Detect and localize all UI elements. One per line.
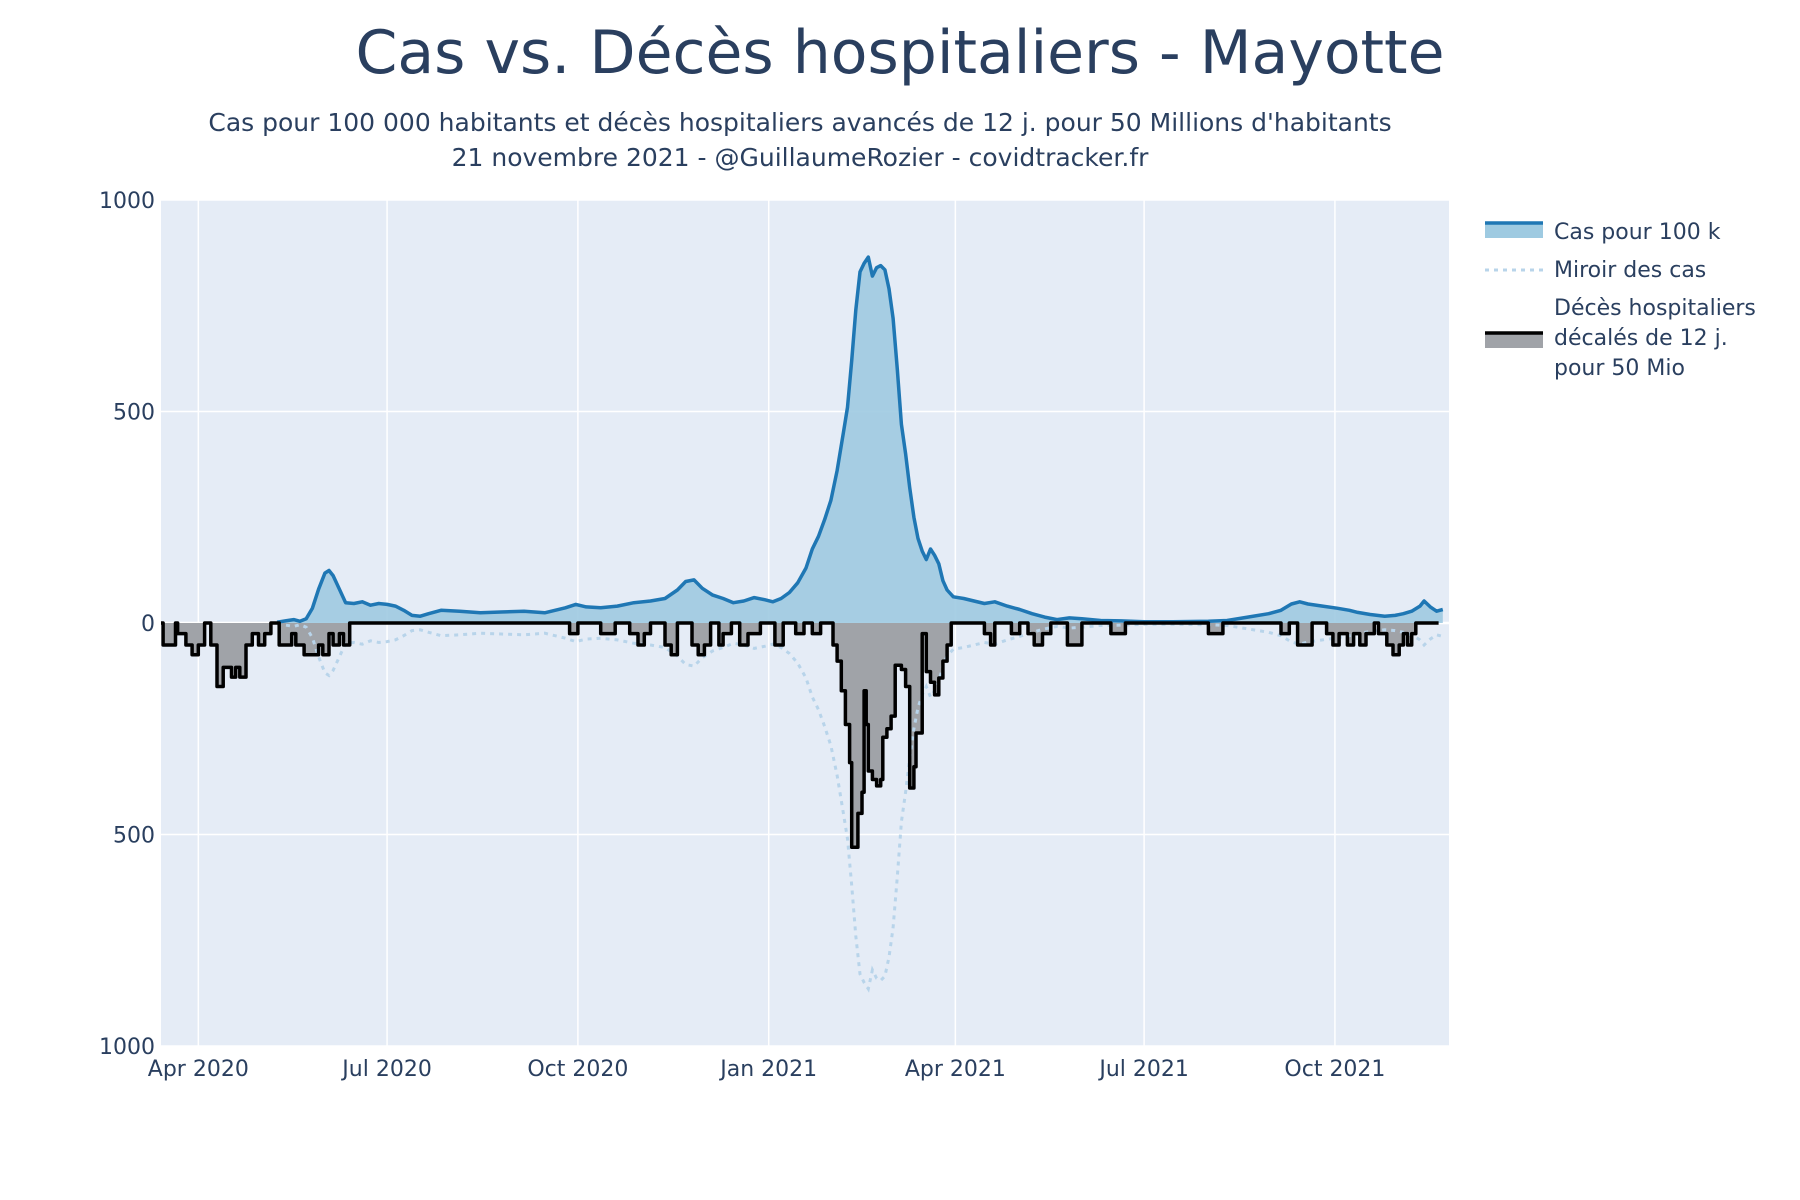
legend-swatch-cases-fill <box>1485 223 1543 238</box>
y-tick-label: 1000 <box>99 189 155 214</box>
legend-label-mirror: Miroir des cas <box>1554 258 1706 283</box>
legend-label-deaths: pour 50 Mio <box>1554 356 1685 381</box>
x-tick-label: Oct 2020 <box>527 1057 628 1082</box>
x-tick-label: Apr 2021 <box>905 1057 1006 1082</box>
x-tick-label: Apr 2020 <box>148 1057 249 1082</box>
y-tick-label: 0 <box>141 612 155 637</box>
chart-title: Cas vs. Décès hospitaliers - Mayotte <box>355 18 1445 88</box>
x-tick-label: Jan 2021 <box>718 1057 817 1082</box>
legend-label-deaths: Décès hospitaliers <box>1554 296 1756 321</box>
x-tick-label: Jul 2021 <box>1097 1057 1189 1082</box>
legend-swatch-deaths-fill <box>1485 333 1543 348</box>
legend-label-deaths: décalés de 12 j. <box>1554 326 1728 351</box>
mirror-line <box>276 622 1444 993</box>
y-tick-label: 500 <box>113 401 155 426</box>
legend-label-cases: Cas pour 100 k <box>1554 220 1721 245</box>
x-tick-label: Oct 2021 <box>1284 1057 1385 1082</box>
legend: Cas pour 100 k Miroir des cas Décès hospit… <box>1485 220 1756 381</box>
cases-area <box>277 257 1443 623</box>
cases-line <box>276 255 1444 624</box>
x-tick-label: Jul 2020 <box>340 1057 432 1082</box>
chart-byline: 21 novembre 2021 - @GuillaumeRozier - co… <box>451 143 1149 172</box>
y-tick-label: 1000 <box>99 1035 155 1060</box>
chart-subtitle: Cas pour 100 000 habitants et décès hosp… <box>208 108 1392 137</box>
y-tick-label: 500 <box>113 824 155 849</box>
deaths-line <box>161 621 1439 849</box>
